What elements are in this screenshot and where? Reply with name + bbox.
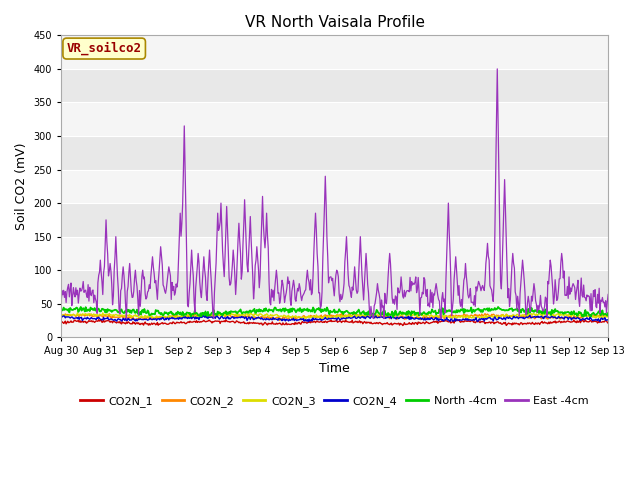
CO2N_3 (204, 313, 212, 319)
Bar (61, 304, 608, 337)
X-axis label: Time: Time (319, 362, 350, 375)
CO2N_4 (73, 315, 81, 321)
CO2N_2 (237, 313, 244, 319)
Bar (61, 136, 608, 169)
East -4cm (520, 266, 527, 272)
Line: North -4cm: North -4cm (61, 307, 608, 317)
Bar (61, 203, 608, 237)
Y-axis label: Soil CO2 (mV): Soil CO2 (mV) (15, 143, 28, 230)
CO2N_4 (604, 317, 612, 323)
CO2N_4 (58, 315, 65, 321)
North -4cm (73, 305, 81, 311)
CO2N_4 (204, 316, 212, 322)
CO2N_4 (555, 313, 563, 319)
CO2N_3 (58, 312, 65, 318)
Bar (61, 102, 608, 136)
CO2N_3 (520, 312, 527, 318)
North -4cm (58, 308, 65, 313)
CO2N_2 (204, 312, 212, 318)
East -4cm (73, 292, 81, 298)
CO2N_3 (555, 311, 563, 316)
North -4cm (555, 310, 563, 315)
Bar (61, 237, 608, 270)
CO2N_3 (73, 312, 81, 318)
CO2N_1 (399, 323, 406, 328)
CO2N_1 (204, 318, 212, 324)
CO2N_4 (305, 319, 312, 324)
CO2N_1 (237, 320, 244, 326)
North -4cm (237, 307, 244, 312)
Bar (61, 169, 608, 203)
CO2N_1 (147, 321, 155, 327)
CO2N_3 (147, 312, 155, 318)
Title: VR North Vaisala Profile: VR North Vaisala Profile (244, 15, 425, 30)
CO2N_4 (237, 315, 244, 321)
East -4cm (204, 277, 212, 283)
Bar (61, 69, 608, 102)
CO2N_3 (237, 312, 244, 318)
North -4cm (604, 310, 612, 316)
CO2N_4 (146, 315, 154, 321)
CO2N_2 (604, 312, 612, 318)
Line: CO2N_2: CO2N_2 (61, 313, 608, 320)
East -4cm (493, 66, 501, 72)
CO2N_2 (73, 312, 81, 318)
Line: East -4cm: East -4cm (61, 69, 608, 319)
North -4cm (389, 314, 397, 320)
North -4cm (204, 309, 212, 315)
CO2N_1 (555, 319, 563, 325)
Line: CO2N_4: CO2N_4 (61, 315, 608, 322)
Bar (61, 270, 608, 304)
CO2N_1 (95, 317, 102, 323)
CO2N_2 (58, 312, 65, 317)
CO2N_1 (520, 321, 527, 326)
East -4cm (604, 291, 612, 297)
North -4cm (520, 307, 527, 312)
Legend: CO2N_1, CO2N_2, CO2N_3, CO2N_4, North -4cm, East -4cm: CO2N_1, CO2N_2, CO2N_3, CO2N_4, North -4… (76, 391, 593, 411)
CO2N_3 (74, 310, 81, 316)
East -4cm (237, 251, 244, 256)
Text: VR_soilco2: VR_soilco2 (67, 42, 141, 55)
East -4cm (147, 273, 155, 279)
East -4cm (555, 288, 563, 294)
CO2N_2 (146, 316, 154, 322)
CO2N_4 (520, 314, 527, 320)
CO2N_4 (202, 312, 209, 318)
CO2N_1 (604, 320, 612, 326)
CO2N_2 (202, 310, 210, 316)
CO2N_2 (520, 314, 527, 320)
CO2N_3 (604, 313, 612, 319)
CO2N_3 (297, 317, 305, 323)
North -4cm (147, 312, 155, 317)
CO2N_1 (58, 320, 65, 326)
Line: CO2N_3: CO2N_3 (61, 313, 608, 320)
East -4cm (58, 299, 65, 304)
Line: CO2N_1: CO2N_1 (61, 320, 608, 325)
North -4cm (77, 304, 84, 310)
CO2N_1 (73, 318, 81, 324)
Bar (61, 36, 608, 69)
CO2N_2 (555, 315, 563, 321)
East -4cm (123, 316, 131, 322)
CO2N_2 (276, 317, 284, 323)
